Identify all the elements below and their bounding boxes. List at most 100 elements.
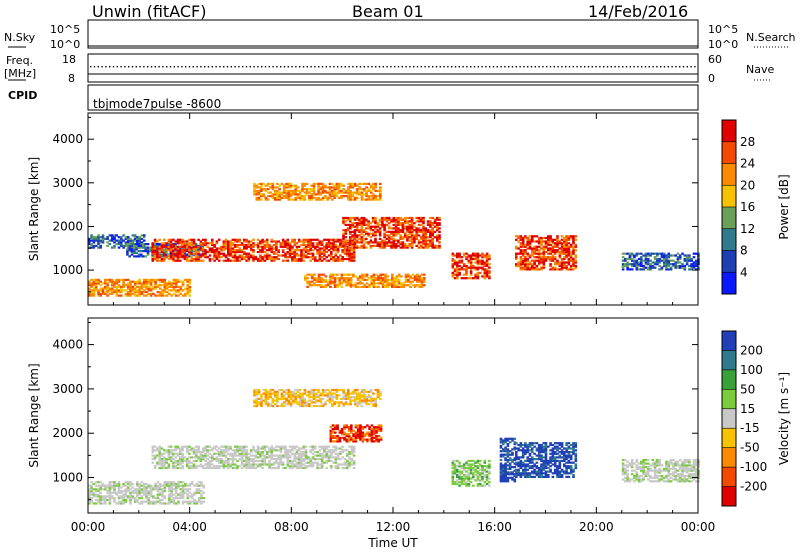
echo-cell (153, 454, 157, 457)
echo-cell (303, 184, 307, 187)
echo-cell (294, 193, 297, 196)
echo-cell (163, 245, 166, 248)
echo-cell (309, 461, 312, 464)
echo-cell (90, 237, 93, 240)
echo-cell (419, 236, 423, 239)
echo-cell (256, 242, 260, 245)
echo-cell (419, 229, 423, 232)
echo-cell (97, 292, 100, 295)
echo-cell (346, 465, 349, 468)
echo-cell (422, 218, 425, 221)
echo-cell (192, 447, 196, 450)
echo-cell (642, 264, 645, 268)
echo-cell (253, 399, 256, 402)
echo-cell (276, 394, 279, 397)
echo-cell (233, 257, 237, 261)
echo-cell (348, 452, 351, 455)
echo-cell (517, 252, 520, 255)
echo-cell (199, 254, 203, 257)
echo-cell (569, 235, 573, 238)
echo-cell (374, 186, 377, 189)
echo-cell (135, 243, 138, 246)
echo-cell (113, 481, 116, 484)
echo-cell (391, 273, 394, 276)
echo-cell (211, 463, 214, 466)
freq-point (466, 66, 468, 68)
echo-cell (262, 388, 265, 392)
echo-cell (528, 261, 532, 264)
echo-cell (259, 452, 262, 455)
echo-cell (88, 493, 91, 496)
echo-cell (229, 240, 232, 243)
echo-cell (172, 292, 176, 295)
echo-cell (387, 230, 391, 233)
freq-point (397, 66, 400, 68)
echo-cell (451, 264, 455, 268)
echo-cell (309, 245, 312, 248)
echo-cell (291, 240, 294, 243)
echo-cell (133, 244, 136, 247)
freq-point (641, 66, 643, 68)
echo-cell (163, 463, 166, 466)
echo-cell (688, 254, 691, 257)
date-title: 14/Feb/2016 (588, 2, 689, 21)
echo-cell (130, 244, 134, 247)
echo-cell (110, 237, 114, 240)
echo-cell (289, 390, 293, 393)
echo-cell (319, 186, 323, 189)
echo-cell (227, 257, 230, 261)
echo-cell (565, 249, 568, 252)
echo-cell (320, 466, 324, 470)
echo-cell (149, 294, 153, 297)
echo-cell (515, 264, 518, 268)
echo-cell (169, 254, 173, 257)
echo-cell (259, 465, 262, 468)
echo-cell (183, 249, 187, 252)
echo-cell (656, 252, 659, 255)
echo-cell (281, 243, 285, 247)
echo-cell (260, 396, 263, 399)
echo-cell (158, 463, 161, 466)
echo-cell (176, 245, 180, 248)
echo-cell (170, 285, 173, 288)
echo-cell (646, 254, 650, 257)
echo-cell (344, 241, 348, 244)
echo-cell (401, 229, 405, 232)
echo-cell (286, 463, 290, 466)
echo-cell (305, 401, 309, 404)
echo-cell (293, 250, 296, 254)
echo-cell (233, 449, 237, 452)
echo-cell (183, 243, 187, 247)
echo-cell (299, 191, 302, 194)
echo-cell (190, 256, 193, 259)
echo-cell (542, 264, 546, 268)
echo-cell (296, 390, 300, 393)
freq-point (549, 66, 552, 68)
echo-cell (574, 256, 578, 259)
echo-cell (401, 222, 405, 225)
echo-cell (288, 445, 292, 448)
echo-cell (104, 497, 107, 500)
echo-cell (375, 282, 378, 285)
echo-cell (349, 392, 352, 395)
echo-cell (255, 196, 259, 199)
echo-cell (478, 259, 482, 262)
echo-cell (308, 396, 311, 399)
echo-cell (476, 252, 480, 255)
echo-cell (431, 216, 434, 220)
echo-cell (549, 268, 552, 271)
echo-cell (374, 232, 377, 235)
echo-cell (515, 245, 518, 248)
echo-cell (626, 264, 629, 268)
echo-cell (106, 284, 109, 287)
echo-cell (261, 259, 264, 262)
echo-cell (556, 236, 559, 240)
echo-cell (294, 184, 297, 187)
echo-cell (372, 198, 375, 201)
echo-cell (217, 250, 221, 254)
echo-cell (140, 237, 144, 240)
echo-cell (521, 263, 525, 266)
echo-cell (363, 285, 367, 288)
echo-cell (217, 459, 221, 462)
echo-cell (252, 463, 255, 466)
